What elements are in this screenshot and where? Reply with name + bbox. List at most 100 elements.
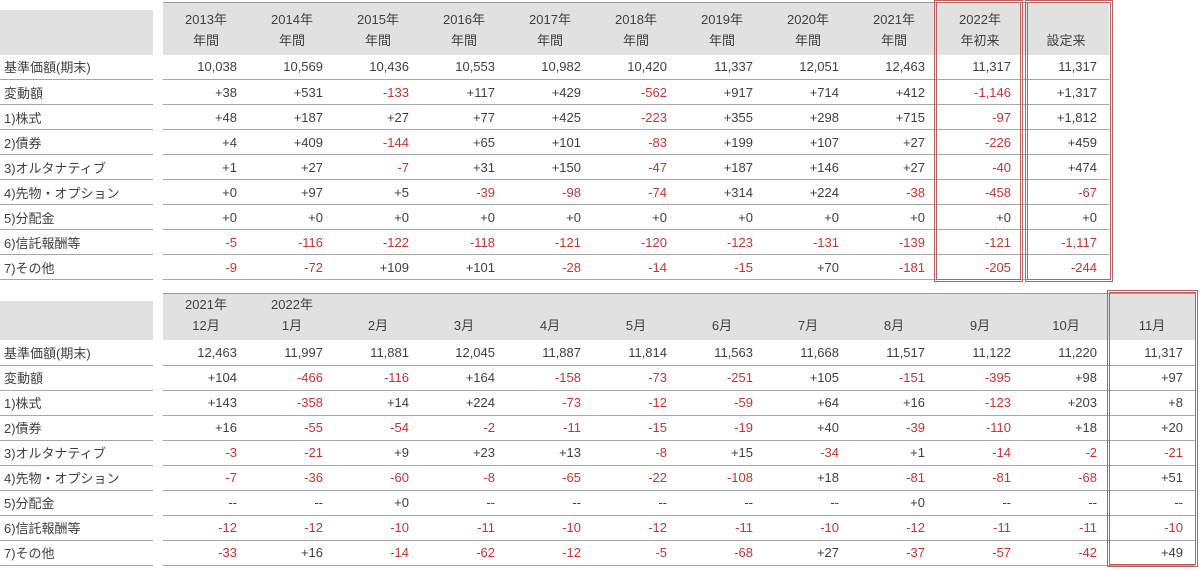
value-cell: -28 [507, 254, 593, 280]
value-cell: 11,814 [593, 340, 679, 366]
value-cell: -15 [679, 254, 765, 280]
value-cell: +0 [765, 204, 851, 230]
column-header-line1 [507, 294, 593, 315]
value-cell: 11,317 [1109, 340, 1195, 366]
value-cell: +13 [507, 440, 593, 466]
value-cell: +474 [1023, 154, 1109, 180]
value-cell: +715 [851, 104, 937, 130]
value-cell: +150 [507, 154, 593, 180]
value-cell: +199 [679, 129, 765, 155]
column-header-line1: 2021年 [873, 11, 915, 27]
value-cell: +27 [851, 154, 937, 180]
value-cell: +117 [421, 79, 507, 105]
value-cell: +0 [851, 490, 937, 516]
column-header-line2: 4月 [539, 318, 561, 333]
value-cell: +101 [421, 254, 507, 280]
table-row: 2)債券 +16 -55 -54 -2 -11 -15 -19 +40 -39 -110 +18 +20 [0, 415, 1195, 441]
value-cell: -244 [1023, 254, 1109, 280]
value-cell: +18 [765, 465, 851, 491]
column-gutter [153, 490, 163, 515]
column-header: 6月 [679, 293, 765, 340]
value-cell: -67 [1023, 179, 1109, 205]
value-cell: -12 [163, 515, 249, 541]
row-label: 1)株式 [0, 104, 153, 130]
value-cell: -9 [163, 254, 249, 280]
column-header-line1 [1109, 294, 1195, 315]
value-cell: -- [679, 490, 765, 516]
column-header: 2021年年間 [851, 2, 937, 55]
value-cell: +5 [335, 179, 421, 205]
value-cell: +714 [765, 79, 851, 105]
row-label: 7)その他 [0, 540, 153, 566]
value-cell: -223 [593, 104, 679, 130]
value-cell: -205 [937, 254, 1023, 280]
column-gutter [153, 104, 163, 130]
column-header-line2: 12月 [192, 318, 220, 333]
value-cell: -36 [249, 465, 335, 491]
column-header-line1: 2013年 [185, 11, 227, 27]
column-header: 2018年 年間 [593, 2, 679, 55]
header-row: 2013年 年間 2014年 年間 2015年 年間 2016年 年間 2017年 年間 2018年… [0, 2, 1109, 55]
value-cell: -21 [249, 440, 335, 466]
table-row: 2)債券 +4 +409 -144 +65 +101 -83 +199 +107 +27 -226 +… [0, 129, 1109, 155]
value-cell: +16 [249, 540, 335, 566]
column-header-line2: 年間 [880, 32, 907, 48]
value-cell: +8 [1109, 390, 1195, 416]
value-cell: +917 [679, 79, 765, 105]
column-header-line2: 11月 [1138, 318, 1166, 333]
value-cell: 11,887 [507, 340, 593, 366]
value-cell: -226 [937, 129, 1023, 155]
column-header-line2: 5月 [625, 318, 647, 333]
value-cell: -97 [937, 104, 1023, 130]
value-cell: -54 [335, 415, 421, 441]
value-cell: -14 [593, 254, 679, 280]
column-header-line2: 年間 [450, 32, 477, 48]
monthly-performance-section: 2021年 12月 2022年 1月 2月 3月 4月 5月 6月 7月 8月 9月 … [0, 290, 1200, 567]
table-row: 6)信託報酬等 -12 -12 -10 -11 -10 -12 -11 -10 -12 -11 -11… [0, 515, 1195, 541]
column-header: 8月 [851, 293, 937, 340]
value-cell: +0 [163, 204, 249, 230]
row-label: 3)オルタナティブ [0, 440, 153, 466]
value-cell: +40 [765, 415, 851, 441]
column-header-line1 [679, 294, 765, 315]
value-cell: -139 [851, 229, 937, 255]
column-header-highlighted: 11月 [1109, 293, 1195, 340]
value-cell: +298 [765, 104, 851, 130]
value-cell: -19 [679, 415, 765, 441]
corner-header-fill [0, 301, 153, 340]
column-header-line1: 2014年 [271, 11, 313, 27]
column-gutter [153, 340, 163, 365]
value-cell: -68 [1023, 465, 1109, 491]
value-cell: -10 [335, 515, 421, 541]
value-cell: +164 [421, 365, 507, 391]
column-header-line2: 7月 [797, 318, 819, 333]
column-header-line1: 2018年 [615, 11, 657, 27]
column-header-highlighted: 2022年 年初来 [937, 2, 1023, 55]
value-cell: -1,146 [937, 79, 1023, 105]
value-cell: -11 [421, 515, 507, 541]
column-header: 2015年 年間 [335, 2, 421, 55]
value-cell: -81 [937, 465, 1023, 491]
value-cell: 12,463 [851, 54, 937, 80]
value-cell: -- [765, 490, 851, 516]
value-cell: -62 [421, 540, 507, 566]
value-cell: -144 [335, 129, 421, 155]
column-header-line1: 2021年 [185, 297, 227, 312]
column-gutter [153, 440, 163, 465]
row-label: 変動額 [0, 79, 153, 105]
value-cell: -358 [249, 390, 335, 416]
value-cell: +531 [249, 79, 335, 105]
value-cell: -466 [249, 365, 335, 391]
column-header-line2: 年間 [278, 32, 305, 48]
column-gutter [153, 415, 163, 440]
value-cell: 11,997 [249, 340, 335, 366]
value-cell: -- [163, 490, 249, 516]
value-cell: -458 [937, 179, 1023, 205]
row-label: 7)その他 [0, 254, 153, 280]
value-cell: 11,317 [937, 54, 1023, 80]
row-label: 3)オルタナティブ [0, 154, 153, 180]
column-header-highlighted: 設定来 [1023, 2, 1109, 55]
value-cell: +101 [507, 129, 593, 155]
value-cell: 11,517 [851, 340, 937, 366]
value-cell: -15 [593, 415, 679, 441]
